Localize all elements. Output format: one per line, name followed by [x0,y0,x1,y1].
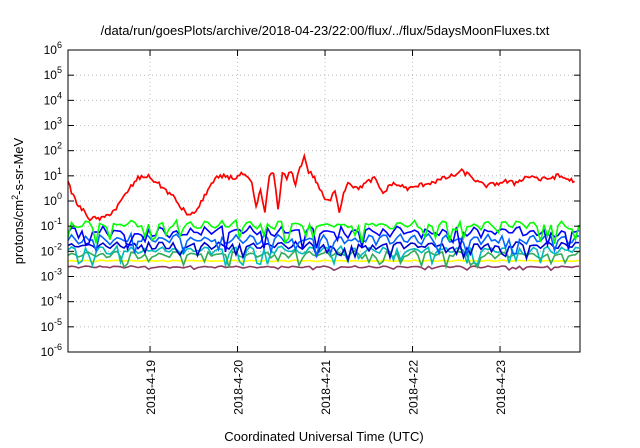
y-tick-label: 103 [44,116,62,133]
x-tick-label: 2018-4-20 [232,360,246,415]
y-tick-label: 105 [44,65,62,82]
x-axis-label: Coordinated Universal Time (UTC) [224,429,423,444]
x-tick-label: 2018-4-19 [144,360,158,415]
series-line [67,152,575,222]
y-tick-label: 10-1 [41,216,62,233]
y-axis-label: protons/cm2-s-sr-MeV [10,137,26,264]
series-line [67,248,580,270]
chart-series [67,152,580,272]
y-tick-label: 104 [44,90,62,107]
chart-title: /data/run/goesPlots/archive/2018-04-23/2… [101,23,550,38]
series-line [67,244,580,269]
series-line [67,224,580,253]
series-line [67,259,580,263]
y-tick-label: 100 [44,191,62,208]
series-line [67,240,580,264]
y-tick-label: 10-3 [41,267,62,284]
y-axis-ticks: 10-6 10-5 10-4 10-3 10-2 10-1 100 101 102 103 104 1… [41,40,580,359]
x-tick-label: 2018-4-21 [319,360,333,415]
y-tick-label: 101 [44,166,62,183]
series-line [67,264,580,272]
chart-grid [68,50,580,352]
series-line [67,218,580,245]
y-tick-label: 10-4 [41,292,62,309]
y-tick-label: 10-2 [41,241,62,258]
y-tick-label: 10-6 [41,342,62,359]
x-axis-ticks: 2018-4-19 2018-4-20 2018-4-21 2018-4-22 2018… [144,50,508,415]
y-tick-label: 106 [44,40,62,57]
y-tick-label: 10-5 [41,317,62,334]
x-tick-label: 2018-4-23 [494,360,508,415]
x-tick-label: 2018-4-22 [407,360,421,415]
y-tick-label: 102 [44,141,62,158]
series-line [67,231,580,258]
